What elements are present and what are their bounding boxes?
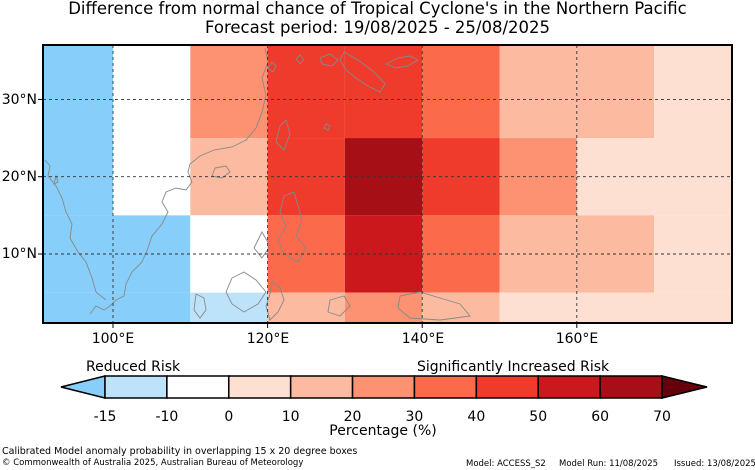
colorbar-tick-label: 40 [467,409,485,425]
increased-risk-label: Significantly Increased Risk [417,359,610,375]
lon-label-140e: 140°E [402,331,445,347]
colorbar-bin [166,375,230,399]
anomaly-cell [43,215,113,293]
colorbar-tick-label: 70 [653,409,671,425]
anomaly-cell [43,138,113,216]
colorbar-bin [351,375,416,399]
colorbar-tick-label: 50 [529,409,547,425]
anomaly-cell [499,292,577,323]
colorbar-tick-label: 20 [344,409,362,425]
colorbar-low-arrow [60,375,106,399]
map-axis-ticks [38,98,578,328]
anomaly-cells [43,45,732,323]
anomaly-cell [43,45,113,139]
anomaly-cell [576,292,655,323]
anomaly-cell [113,292,191,323]
model-name: Model: ACCESS_S2 [466,459,546,469]
colorbar-bin [413,375,478,399]
graticule [43,45,732,323]
colorbar [60,375,708,399]
calibration-note: Calibrated Model anomaly probability in … [2,446,358,457]
colorbar-tick-label: 30 [406,409,424,425]
anomaly-cell [344,45,423,139]
anomaly-cell [113,45,191,139]
colorbar-tick-label: -15 [94,409,117,425]
anomaly-cell [499,45,577,139]
forecast-period: Forecast period: 19/08/2025 - 25/08/2025 [204,18,551,37]
colorbar-tick-label: 60 [591,409,609,425]
coastline [44,47,471,321]
colorbar-tick-label: 0 [224,409,233,425]
colorbar-bin [475,375,539,399]
anomaly-cell [654,292,732,323]
anomaly-cell [267,45,345,139]
colorbar-bin [599,375,663,399]
anomaly-cell [654,45,732,139]
model-run-date: Model Run: 11/08/2025 [559,459,659,469]
anomaly-cell [422,292,500,323]
colorbar-tick-label: 10 [282,409,300,425]
map-title: Difference from normal chance of Tropica… [68,0,687,18]
colorbar-bin [537,375,601,399]
copyright-text: © Commonwealth of Australia 2025, Austra… [2,458,304,468]
anomaly-cell [190,45,268,139]
lat-label-10n: 10°N [2,246,37,262]
colorbar-bin [289,375,354,399]
anomaly-cell [43,292,113,323]
colorbar-high-arrow [661,375,708,399]
lon-label-120e: 120°E [247,331,290,347]
reduced-risk-label: Reduced Risk [86,359,181,375]
lon-label-100e: 100°E [92,331,135,347]
colorbar-tick-label: -10 [155,409,178,425]
issued-date: Issued: 13/08/2025 [674,459,755,469]
percentage-axis-label: Percentage (%) [329,423,436,439]
anomaly-cell [267,292,345,323]
lat-label-20n: 20°N [2,169,37,185]
colorbar-tick-labels: -15 -10 0 10 20 30 40 50 60 70 [94,409,671,425]
colorbar-bin [104,375,168,399]
anomaly-cell [422,45,500,139]
anomaly-cell [576,45,655,139]
lon-label-160e: 160°E [556,331,599,347]
lat-label-30n: 30°N [2,92,37,108]
colorbar-bin [228,375,292,399]
map-frame [42,44,733,324]
